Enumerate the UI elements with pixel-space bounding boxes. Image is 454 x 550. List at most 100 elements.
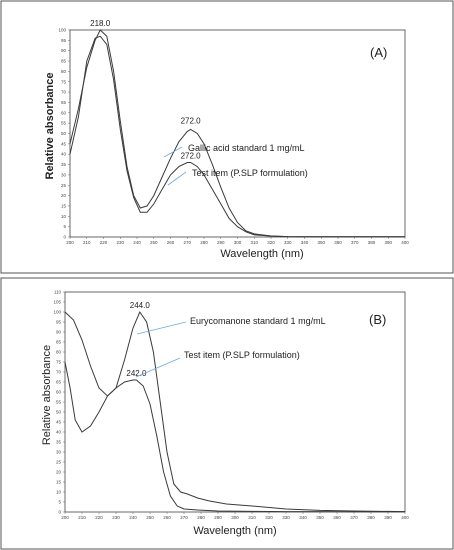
y-tick-label: 65 [56,380,62,385]
y-tick-label: 60 [61,110,67,115]
y-tick-label: 25 [61,183,67,188]
y-tick-label: 85 [61,59,67,64]
x-tick-label: 360 [333,515,341,520]
y-tick-label: 110 [54,290,62,295]
y-tick-label: 35 [61,162,67,167]
legend-b-leader-test [135,357,181,378]
y-tick-label: 5 [58,500,61,505]
legend-a-gallic-label: Gallic acid standard 1 mg/mL [188,143,305,153]
y-tick-label: 75 [61,79,67,84]
y-tick-label: 15 [61,203,67,208]
x-tick-label: 300 [231,515,239,520]
y-tick-label: 35 [56,440,62,445]
x-tick-label: 220 [95,515,103,520]
y-tick-label: 10 [56,490,62,495]
y-tick-label: 55 [61,121,67,126]
y-tick-label: 55 [56,400,62,405]
y-tick-label: 100 [53,310,61,315]
series-line-1 [64,310,406,513]
panel-b: 0 5 10 15 20 25 30 35 40 45 50 55 60 65 70 75 80 85 90 95 10… [41,290,409,538]
y-tick-label: 45 [61,141,67,146]
y-tick-label: 45 [56,420,62,425]
x-tick-label: 360 [334,240,342,245]
panel-b-label: (B) [369,312,386,327]
y-tick-label: 15 [56,480,62,485]
y-tick-label: 75 [56,360,62,365]
series-a [69,29,405,238]
x-tick-label: 370 [351,240,359,245]
x-tick-label: 270 [180,515,188,520]
annotations-b: 244.0 242.0 [126,301,150,378]
x-tick-label: 200 [66,240,74,245]
x-tick-label: 230 [112,515,120,520]
y-tick-label: 90 [61,48,67,53]
x-tick-label: 240 [133,240,141,245]
y-tick-label: 50 [56,410,62,415]
x-tick-label: 380 [367,515,375,520]
series-b [64,310,406,513]
peak-label: 218.0 [90,19,111,28]
x-tick-label: 220 [100,240,108,245]
x-tick-label: 230 [116,240,124,245]
y-tick-label: 95 [56,320,62,325]
series-line-2 [69,35,405,238]
legend-b-test-label: Test item (P.SLP formulation) [184,350,300,360]
y-tick-label: 85 [56,340,62,345]
x-tick-label: 210 [83,240,91,245]
x-tick-label: 280 [197,515,205,520]
x-tick-label: 390 [384,240,392,245]
x-tick-label: 320 [265,515,273,520]
x-axis-label-b: Wavelength (nm) [193,525,276,537]
x-tick-label: 200 [61,515,69,520]
peak-label: 272.0 [181,151,202,160]
annotations-a: 218.0 272.0 272.0 [90,19,201,160]
panel-a-label: (A) [370,45,387,60]
peak-label: 242.0 [126,369,147,378]
legend-b: Eurycomanone standard 1 mg/mL Test item … [135,316,326,378]
peak-label: 244.0 [130,301,151,310]
x-tick-label: 270 [183,240,191,245]
x-ticks-a: 200 210 220 230 240 250 260 270 280 290 300 310 320 3… [66,237,409,245]
x-tick-label: 210 [78,515,86,520]
y-tick-label: 25 [56,460,62,465]
x-tick-label: 350 [317,240,325,245]
legend-a-leader-gallic [163,146,183,158]
y-tick-label: 30 [61,172,67,177]
x-tick-label: 310 [250,240,258,245]
x-tick-label: 290 [214,515,222,520]
y-axis-label-b: Relative absorbance [41,345,53,445]
y-ticks-b: 0 5 10 15 20 25 30 35 40 45 50 55 60 65 70 75 80 85 90 95 10… [53,290,65,515]
y-axis-label-a: Relative absorbance [44,73,56,180]
x-tick-label: 350 [316,515,324,520]
panel-b-frame [0,277,454,550]
x-tick-label: 330 [282,515,290,520]
y-tick-label: 70 [56,370,62,375]
x-tick-label: 390 [384,515,392,520]
x-tick-label: 320 [267,240,275,245]
x-ticks-b: 200 210 220 230 240 250 260 270 280 290 300 310 320 3… [61,512,409,520]
y-tick-label: 30 [56,450,62,455]
y-tick-label: 40 [61,152,67,157]
y-tick-label: 20 [61,193,67,198]
x-tick-label: 400 [401,515,409,520]
legend-a-test-label: Test item (P.SLP formulation) [192,168,308,178]
y-tick-label: 70 [61,90,67,95]
x-tick-label: 250 [150,240,158,245]
y-tick-label: 40 [56,430,62,435]
plot-area-a [69,29,406,238]
x-tick-label: 290 [217,240,225,245]
legend-a: Gallic acid standard 1 mg/mL Test item (… [163,143,308,186]
x-tick-label: 300 [234,240,242,245]
panel-a-frame [0,0,454,274]
y-tick-label: 65 [61,100,67,105]
y-tick-label: 95 [61,38,67,43]
x-tick-label: 240 [129,515,137,520]
x-tick-label: 260 [167,240,175,245]
x-tick-label: 370 [350,515,358,520]
x-tick-label: 340 [301,240,309,245]
y-tick-label: 60 [56,390,62,395]
x-axis-label-a: Wavelength (nm) [220,248,303,260]
y-tick-label: 5 [63,224,66,229]
x-tick-label: 400 [401,240,409,245]
